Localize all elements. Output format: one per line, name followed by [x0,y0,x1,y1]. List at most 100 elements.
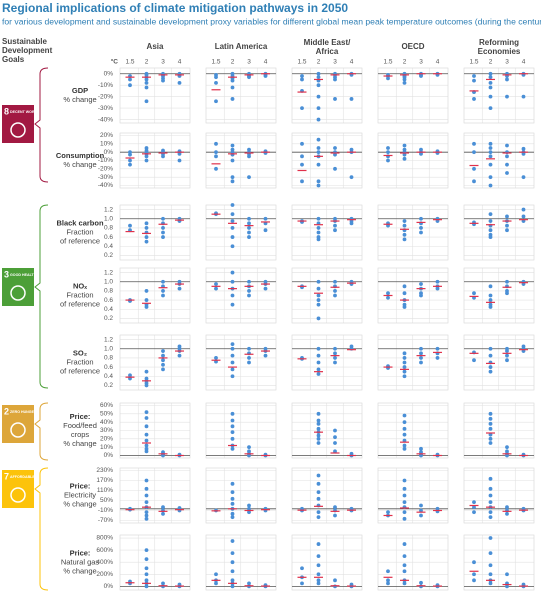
dot [300,566,304,571]
dot [402,291,407,296]
y-tick-label: 0.4 [104,373,113,380]
dot [333,289,337,293]
dot [505,143,509,148]
dot [419,151,423,156]
dot [230,212,235,217]
dot [402,232,407,237]
dot [230,424,235,429]
dot [230,430,235,435]
row-label: crops [71,430,90,439]
dot [333,97,337,101]
dot [316,510,321,515]
dot [144,289,149,293]
dot [488,212,493,217]
dot [488,75,493,80]
x-unit: °C [111,58,119,66]
panel-frame [291,402,363,459]
dot [214,282,218,286]
y-tick-label: 10% [100,444,113,451]
dot [144,298,149,302]
panel-frame [377,467,449,524]
x-tick-label: 2 [403,59,407,66]
dot [247,279,251,284]
dot [402,152,407,157]
dot [247,510,251,515]
dot [402,478,407,483]
dot [230,226,235,230]
dot [402,223,407,228]
dot [247,584,251,589]
x-tick-label: 4 [436,59,440,66]
dot [144,239,149,244]
dot [419,360,423,365]
dot [300,154,304,159]
y-tick-label: 0.6 [104,297,113,304]
panel-frame [463,534,535,591]
dot [177,286,182,291]
dot [402,516,407,521]
dot [144,158,149,163]
row-label: % change [63,499,96,508]
y-tick-label: 1.0 [104,215,113,222]
sdg-label: ZERO HUNGER [10,410,37,414]
dot [230,578,235,583]
panel-frame [119,402,191,459]
panel-frame [205,67,277,124]
dot [247,175,251,180]
dot [488,432,493,437]
dot [144,516,149,521]
dot [488,536,493,540]
dot [333,346,337,351]
dot [214,99,218,104]
sdg-number: 7 [4,471,9,481]
sdg-bracket [34,204,49,389]
dot [488,146,493,150]
dot [488,346,493,351]
dot [402,365,407,369]
dot [144,85,149,90]
panel-frame [205,402,277,459]
dot [505,572,509,577]
region-header: OECD [401,42,424,51]
dot [386,581,390,586]
dot [230,367,235,372]
dot [144,449,149,454]
row-label: % change [63,439,96,448]
dot [349,97,354,101]
dot [316,542,321,546]
y-tick-label: 0.4 [104,243,113,250]
dot [488,510,493,515]
dot [488,154,493,159]
dot [419,513,423,518]
y-tick-label: 0% [104,149,114,156]
panel-frame [377,204,449,261]
dot [144,478,149,483]
dot [333,166,337,171]
dot [316,490,321,495]
panel-frame [463,267,535,324]
dot [419,356,423,360]
sdg-number: 8 [4,106,9,116]
dot [521,207,526,212]
dot [230,446,235,451]
subtitle: for various development and sustainable … [2,16,541,26]
dot [435,279,440,284]
panel-frame [205,204,277,261]
dot [316,426,321,431]
dot [161,279,165,284]
dot [472,572,476,577]
dot [505,511,509,516]
x-tick-label: 2 [489,59,493,66]
dot [161,453,165,458]
dot [177,158,182,163]
dot [488,80,493,85]
dot [316,436,321,441]
y-tick-label: 800% [96,535,113,542]
dot [488,436,493,441]
dot [521,175,526,180]
dot [316,441,321,445]
dot [316,473,321,478]
region-header: Middle East/ [304,38,351,47]
dot [333,441,337,445]
